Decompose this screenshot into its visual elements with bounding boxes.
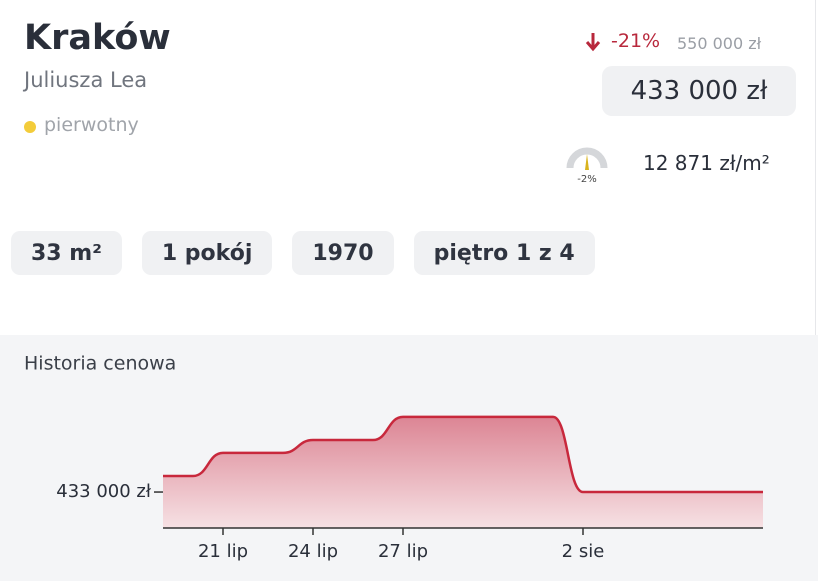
old-price: 550 000 zł	[677, 34, 762, 53]
status: pierwotny	[44, 114, 139, 136]
card-border	[815, 0, 816, 335]
tag: piętro 1 z 4	[413, 231, 595, 275]
tag: 1970	[292, 231, 394, 275]
gauge: -2%	[566, 147, 608, 185]
price: 433 000 zł	[602, 66, 796, 116]
tag: 33 m²	[11, 231, 122, 275]
price-change: -21%	[611, 30, 661, 52]
price-per-m2: 12 871 zł/m²	[643, 151, 770, 175]
x-tick-label: 21 lip	[198, 541, 248, 562]
tags: 33 m² 1 pokój 1970 piętro 1 z 4	[11, 231, 595, 275]
tag: 1 pokój	[141, 231, 273, 275]
x-tick-label: 2 sie	[562, 541, 605, 562]
x-tick-label: 24 lip	[288, 541, 338, 562]
down-arrow	[585, 33, 601, 52]
x-tick-label: 27 lip	[378, 541, 428, 562]
street: Juliusza Lea	[24, 68, 148, 92]
gauge-label: -2%	[577, 174, 596, 185]
price-history-chart: Historia cenowa 21 lip 24 lip 27 lip 2 sie 4…	[0, 335, 818, 581]
chart-title: Historia cenowa	[24, 353, 176, 375]
area	[163, 416, 763, 528]
y-tick-label: 433 000 zł	[56, 481, 152, 502]
line	[163, 415, 763, 494]
city: Kraków	[24, 18, 171, 58]
status-dot	[24, 121, 36, 133]
